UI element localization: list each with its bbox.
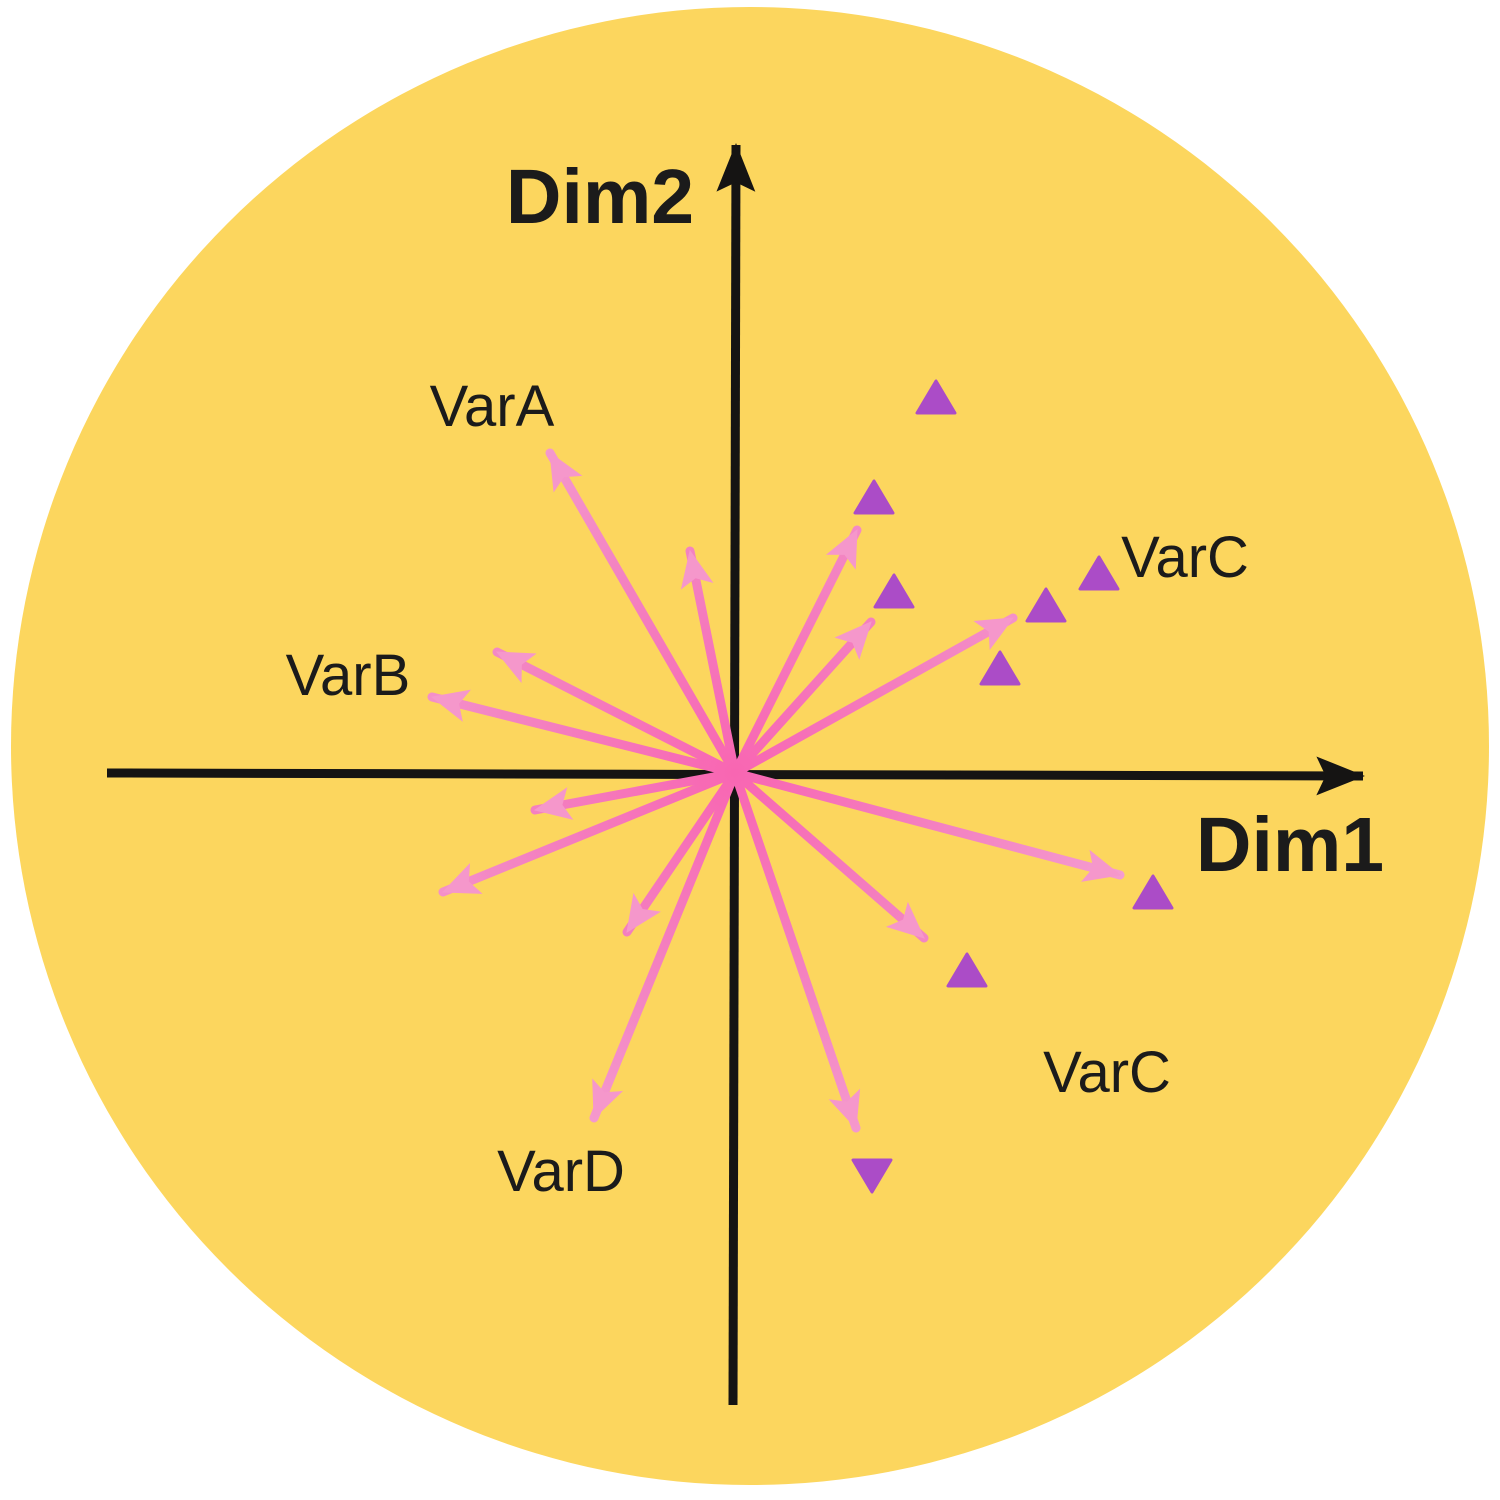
labels-group: Dim1 Dim2 VarA VarB VarC VarC VarD	[286, 154, 1384, 1204]
loading-arrow-3	[492, 647, 740, 778]
y-axis-label: Dim2	[506, 154, 694, 240]
loading-arrow-13	[730, 617, 876, 778]
variable-label-varc-3: VarC	[1043, 1040, 1171, 1105]
data-point-triangle-down	[851, 1158, 893, 1194]
loading-arrow-12	[730, 525, 862, 778]
loading-arrow-14	[730, 613, 1018, 778]
variable-label-vara-0: VarA	[430, 374, 555, 439]
data-point-triangle-up	[853, 479, 895, 515]
data-point-triangle-up	[1025, 587, 1067, 623]
data-point-triangle-up	[979, 650, 1021, 686]
loading-arrow-11	[730, 768, 1125, 882]
loading-arrow-6	[438, 768, 740, 897]
loading-arrow-10	[730, 768, 929, 943]
loading-arrow-9	[730, 768, 861, 1133]
loading-arrow-4	[427, 689, 740, 778]
x-axis-label: Dim1	[1196, 802, 1384, 888]
data-point-triangle-up	[873, 573, 915, 609]
data-point-triangle-up	[1132, 874, 1174, 910]
variable-label-varb-1: VarB	[286, 643, 411, 708]
data-point-triangle-up	[915, 379, 957, 415]
loading-arrow-5	[530, 768, 740, 820]
variable-label-vard-4: VarD	[497, 1139, 625, 1204]
loading-arrow-2	[680, 546, 740, 778]
data-points-group	[851, 379, 1174, 1194]
loading-arrow-7	[622, 768, 740, 937]
loading-arrow-8	[589, 768, 740, 1123]
variable-label-varc-2: VarC	[1121, 525, 1249, 590]
data-point-triangle-up	[1078, 555, 1120, 591]
data-point-triangle-up	[946, 952, 988, 988]
loading-arrows-group	[427, 448, 1125, 1133]
loading-arrow-1	[545, 448, 740, 778]
